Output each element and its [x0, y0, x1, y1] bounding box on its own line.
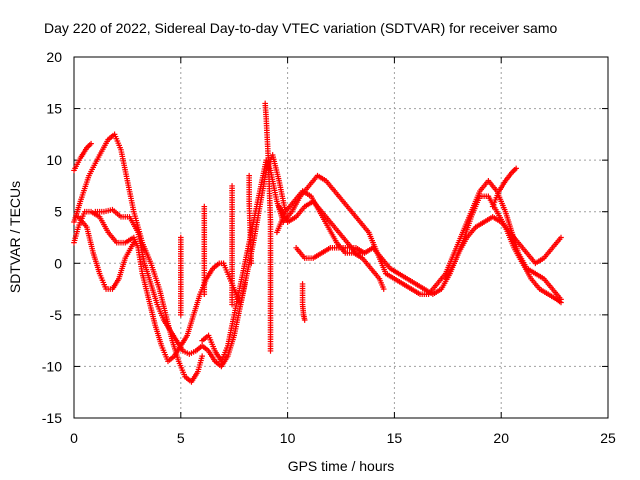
data-point [248, 260, 255, 267]
plot-frame [73, 56, 609, 419]
x-axis-label: GPS time / hours [288, 458, 395, 474]
y-tick-label: 15 [46, 101, 62, 117]
series-track-k [442, 193, 564, 306]
y-tick-label: -10 [42, 358, 62, 374]
x-tick-label: 25 [600, 430, 616, 446]
y-tick-label: -5 [50, 307, 63, 323]
data-point [242, 281, 248, 287]
series-track-a [71, 140, 94, 174]
x-tick-label: 20 [493, 430, 509, 446]
data-point [229, 301, 235, 308]
x-tick-label: 15 [387, 430, 403, 446]
series-track-j [293, 245, 368, 261]
x-tick-label: 5 [177, 430, 185, 446]
series-spike-4 [299, 281, 308, 323]
x-tick-label: 10 [280, 430, 296, 446]
grid [74, 57, 608, 418]
series-spike-3 [201, 203, 208, 298]
data-marks [71, 100, 564, 385]
series-track-d [75, 214, 137, 292]
series-spike-5 [246, 172, 255, 267]
data-point [199, 353, 205, 359]
axis-ticks: 0 5 10 15 20 25 -15 -10 -5 0 5 10 15 20 [42, 49, 616, 446]
data-point [301, 317, 308, 323]
y-tick-label: 10 [46, 152, 62, 168]
series-track-b [71, 131, 205, 385]
data-point [380, 286, 387, 292]
x-tick-label: 0 [70, 430, 78, 446]
data-point [558, 299, 564, 306]
series-spike-1 [262, 100, 274, 354]
series-spike-2 [229, 183, 235, 308]
data-point [131, 239, 137, 246]
data-point [267, 348, 274, 354]
data-point [178, 312, 184, 318]
y-tick-label: 20 [46, 49, 62, 65]
y-axis-label: SDTVAR / TECUs [7, 181, 23, 293]
series-track-i [274, 188, 387, 292]
data-point [361, 250, 368, 256]
y-tick-label: 0 [54, 255, 62, 271]
data-point [88, 140, 94, 147]
y-tick-label: -15 [42, 410, 62, 426]
data-point [201, 291, 208, 298]
data-point [513, 165, 519, 172]
series-track-l [489, 165, 519, 210]
data-point [558, 234, 564, 241]
series-spike-6 [178, 234, 184, 318]
y-tick-label: 5 [54, 204, 62, 220]
series-track-e [92, 152, 289, 370]
chart-title: Day 220 of 2022, Sidereal Day-to-day VTE… [44, 20, 557, 36]
